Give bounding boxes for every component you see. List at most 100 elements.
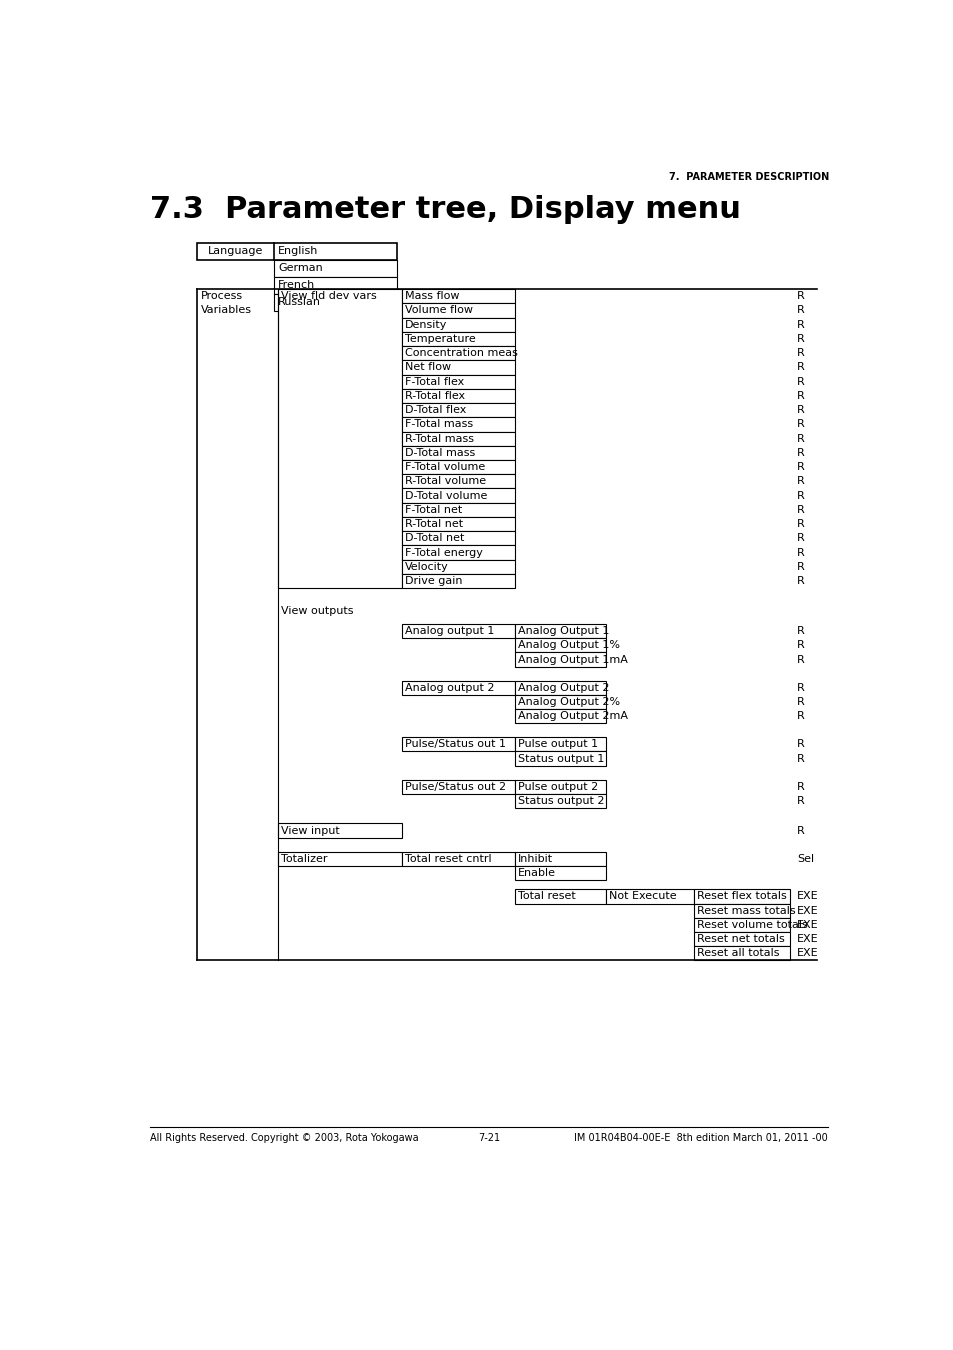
Text: Inhibit: Inhibit [517, 853, 553, 864]
Text: R: R [797, 320, 804, 329]
Text: Variables: Variables [200, 305, 252, 316]
Text: R: R [797, 533, 804, 543]
Bar [278, 289, 402, 589]
Text: R: R [797, 796, 804, 806]
Bar [515, 852, 605, 865]
Text: Analog Output 1: Analog Output 1 [517, 626, 609, 636]
Bar [402, 680, 515, 695]
Text: Analog Output 2%: Analog Output 2% [517, 697, 619, 707]
Bar [402, 289, 515, 304]
Bar [515, 695, 605, 709]
Text: D-Total mass: D-Total mass [405, 448, 475, 458]
Text: Drive gain: Drive gain [405, 576, 462, 586]
Text: View outputs: View outputs [281, 606, 354, 616]
Bar [402, 389, 515, 404]
Text: D-Total flex: D-Total flex [405, 405, 466, 416]
Text: Concentration meas: Concentration meas [405, 348, 517, 358]
Bar [402, 360, 515, 374]
Bar [402, 432, 515, 446]
Text: View input: View input [281, 826, 339, 836]
Text: R: R [797, 292, 804, 301]
Text: Reset net totals: Reset net totals [697, 934, 784, 944]
Text: R: R [797, 562, 804, 572]
Text: R: R [797, 753, 804, 764]
Text: EXE: EXE [797, 891, 818, 902]
Bar [605, 890, 694, 903]
Bar [515, 779, 605, 794]
Text: Total reset cntrl: Total reset cntrl [405, 853, 492, 864]
Text: R: R [797, 520, 804, 529]
Text: R: R [797, 626, 804, 636]
Bar [694, 918, 789, 932]
Text: R: R [797, 697, 804, 707]
Text: Pulse/Status out 2: Pulse/Status out 2 [405, 782, 506, 791]
Text: R-Total volume: R-Total volume [405, 477, 486, 486]
Bar [694, 946, 789, 960]
Bar [402, 317, 515, 332]
Bar [515, 865, 605, 880]
Text: Status output 2: Status output 2 [517, 796, 604, 806]
Bar [274, 259, 396, 277]
Bar [274, 294, 396, 310]
Text: 7.  PARAMETER DESCRIPTION: 7. PARAMETER DESCRIPTION [669, 173, 829, 182]
Bar [402, 404, 515, 417]
Bar [402, 489, 515, 502]
Text: Velocity: Velocity [405, 562, 449, 572]
Text: R: R [797, 640, 804, 651]
Text: Analog Output 1%: Analog Output 1% [517, 640, 619, 651]
Bar [402, 446, 515, 460]
Text: Enable: Enable [517, 868, 556, 878]
Text: Net flow: Net flow [405, 362, 451, 373]
Text: R: R [797, 392, 804, 401]
Text: German: German [278, 263, 322, 273]
Text: Not Execute: Not Execute [608, 891, 676, 902]
Bar [402, 560, 515, 574]
Bar [196, 243, 396, 259]
Text: D-Total volume: D-Total volume [405, 490, 487, 501]
Text: F-Total flex: F-Total flex [405, 377, 464, 386]
Bar [515, 737, 605, 752]
Text: Analog Output 1mA: Analog Output 1mA [517, 655, 628, 664]
Text: R-Total mass: R-Total mass [405, 433, 474, 444]
Bar [694, 931, 789, 946]
Text: EXE: EXE [797, 906, 818, 915]
Text: R: R [797, 348, 804, 358]
Bar [694, 890, 789, 903]
Text: F-Total energy: F-Total energy [405, 548, 482, 558]
Bar [278, 852, 402, 865]
Text: Reset mass totals: Reset mass totals [697, 906, 795, 915]
Text: Analog output 1: Analog output 1 [405, 626, 494, 636]
Bar [402, 474, 515, 489]
Text: R: R [797, 826, 804, 836]
Text: Pulse/Status out 1: Pulse/Status out 1 [405, 740, 506, 749]
Text: R-Total flex: R-Total flex [405, 392, 465, 401]
Text: Sel: Sel [797, 853, 814, 864]
Text: F-Total volume: F-Total volume [405, 462, 485, 472]
Bar [402, 374, 515, 389]
Bar [694, 903, 789, 918]
Text: Analog Output 2: Analog Output 2 [517, 683, 609, 693]
Text: R-Total net: R-Total net [405, 520, 463, 529]
Text: Reset all totals: Reset all totals [697, 948, 780, 958]
Bar [402, 574, 515, 589]
Bar [402, 502, 515, 517]
Text: R: R [797, 462, 804, 472]
Text: R: R [797, 505, 804, 514]
Bar [515, 639, 605, 652]
Bar [278, 824, 402, 837]
Bar [402, 779, 515, 794]
Bar [402, 332, 515, 346]
Text: F-Total mass: F-Total mass [405, 420, 473, 429]
Bar [402, 531, 515, 545]
Bar [402, 460, 515, 474]
Text: Russian: Russian [278, 297, 321, 308]
Text: F-Total net: F-Total net [405, 505, 462, 514]
Text: Reset volume totals: Reset volume totals [697, 919, 807, 930]
Text: R: R [797, 377, 804, 386]
Text: Pulse output 1: Pulse output 1 [517, 740, 598, 749]
Text: IM 01R04B04-00E-E  8th edition March 01, 2011 -00: IM 01R04B04-00E-E 8th edition March 01, … [574, 1133, 827, 1142]
Bar [515, 709, 605, 724]
Text: French: French [278, 281, 315, 290]
Text: Totalizer: Totalizer [281, 853, 328, 864]
Text: Density: Density [405, 320, 447, 329]
